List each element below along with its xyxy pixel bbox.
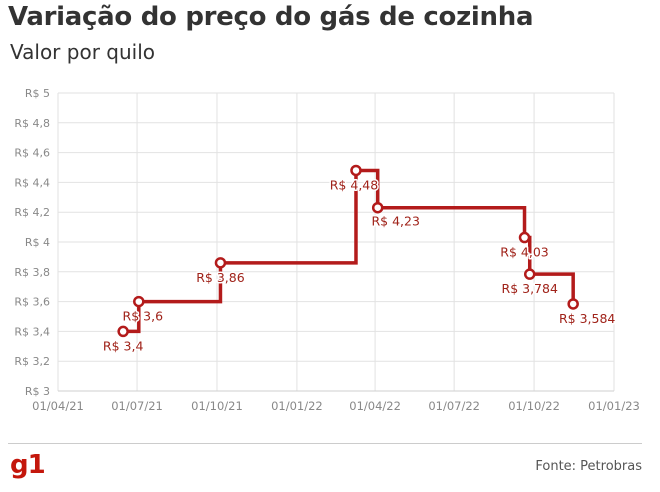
x-tick-label: 01/10/21 — [191, 399, 243, 413]
data-label-halo: R$ 3,784 — [502, 281, 558, 296]
footer-divider — [8, 443, 642, 444]
y-tick-label: R$ 4,8 — [14, 117, 50, 130]
data-label: R$ 3,584 — [559, 311, 615, 326]
x-tick-label: 01/04/22 — [349, 399, 401, 413]
data-point — [567, 298, 579, 310]
data-label: R$ 4,23 — [371, 214, 419, 229]
price-step-line — [123, 168, 575, 334]
data-point — [350, 164, 362, 177]
data-point — [117, 325, 129, 338]
x-tick-label: 01/01/23 — [588, 399, 640, 413]
x-tick-label: 01/01/22 — [271, 399, 323, 413]
y-tick-label: R$ 4 — [25, 236, 50, 249]
data-label-halo: R$ 3,6 — [123, 309, 164, 324]
data-label: R$ 4,48 — [330, 177, 378, 192]
data-point — [523, 268, 536, 280]
y-tick-label: R$ 3,8 — [14, 266, 50, 279]
data-label: R$ 3,6 — [123, 309, 164, 324]
data-point — [214, 257, 227, 269]
x-tick-label: 01/07/22 — [428, 399, 480, 413]
x-tick-label: 01/04/21 — [32, 399, 84, 413]
data-point — [518, 231, 531, 244]
x-tick-label: 01/07/21 — [111, 399, 163, 413]
y-tick-label: R$ 4,4 — [14, 176, 50, 189]
data-label-halo: R$ 3,4 — [103, 338, 144, 353]
y-tick-label: R$ 3,2 — [14, 355, 50, 368]
source-note: Fonte: Petrobras — [535, 459, 642, 474]
g1-logo: g1 — [10, 450, 46, 480]
data-point — [371, 201, 384, 214]
x-tick-label: 01/10/22 — [508, 399, 560, 413]
data-label: R$ 3,4 — [103, 338, 144, 353]
data-label: R$ 3,86 — [196, 270, 244, 285]
data-point — [133, 295, 145, 308]
y-tick-label: R$ 3 — [25, 385, 50, 398]
data-label: R$ 4,03 — [500, 245, 548, 260]
y-tick-label: R$ 3,4 — [14, 325, 50, 338]
data-label-halo: R$ 3,584 — [559, 311, 615, 326]
y-tick-label: R$ 5 — [25, 87, 50, 100]
y-tick-label: R$ 4,2 — [14, 206, 50, 219]
data-label-halo: R$ 4,23 — [371, 214, 419, 229]
data-label-halo: R$ 4,03 — [500, 245, 548, 260]
data-label: R$ 3,784 — [502, 281, 558, 296]
chart-title: Variação do preço do gás de cozinha — [8, 2, 534, 32]
y-tick-label: R$ 4,6 — [14, 147, 50, 160]
y-tick-label: R$ 3,6 — [14, 296, 50, 309]
chart-subtitle: Valor por quilo — [10, 40, 155, 64]
data-label-halo: R$ 4,48 — [330, 177, 378, 192]
data-label-halo: R$ 3,86 — [196, 270, 244, 285]
